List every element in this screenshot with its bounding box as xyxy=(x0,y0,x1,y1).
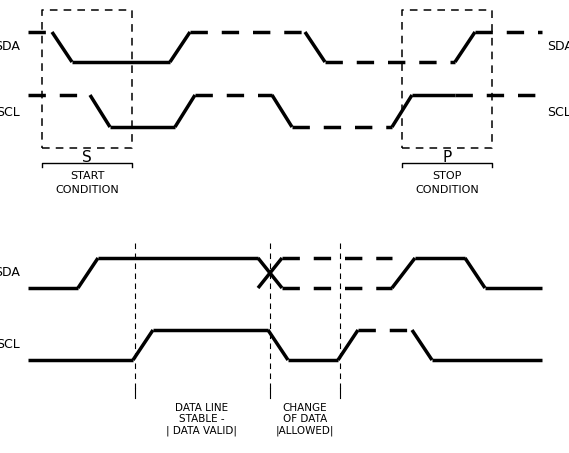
Text: SDA: SDA xyxy=(0,266,20,280)
Text: DATA LINE: DATA LINE xyxy=(175,403,229,413)
Text: SDA: SDA xyxy=(0,40,20,53)
Text: START: START xyxy=(70,171,104,181)
Text: CONDITION: CONDITION xyxy=(55,185,119,195)
Text: SCL: SCL xyxy=(547,106,569,119)
Text: S: S xyxy=(82,150,92,165)
Text: OF DATA: OF DATA xyxy=(283,414,327,424)
Text: CHANGE: CHANGE xyxy=(283,403,327,413)
Text: |ALLOWED|: |ALLOWED| xyxy=(276,425,334,435)
Text: SDA: SDA xyxy=(547,40,569,53)
Text: SCL: SCL xyxy=(0,106,20,119)
Text: CONDITION: CONDITION xyxy=(415,185,479,195)
Text: STABLE -: STABLE - xyxy=(179,414,225,424)
Text: | DATA VALID|: | DATA VALID| xyxy=(167,425,237,435)
Text: P: P xyxy=(442,150,452,165)
Text: STOP: STOP xyxy=(432,171,461,181)
Text: SCL: SCL xyxy=(0,338,20,352)
